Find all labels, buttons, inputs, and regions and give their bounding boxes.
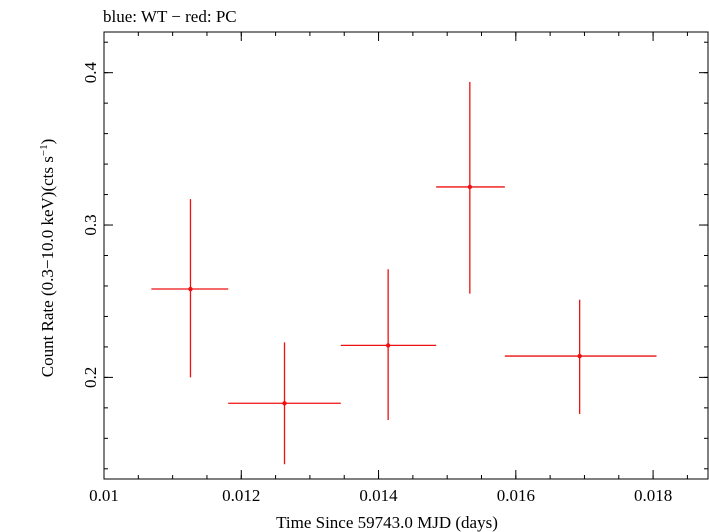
data-marker xyxy=(467,184,473,190)
data-marker xyxy=(188,286,193,292)
data-points xyxy=(151,81,657,465)
y-axis-label-close: ) xyxy=(38,139,57,145)
data-point xyxy=(151,199,229,378)
data-point xyxy=(504,299,657,414)
plot-frame xyxy=(103,31,709,480)
chart-header: blue: WT − red: PC xyxy=(103,7,237,26)
x-tick-label: 0.012 xyxy=(222,486,260,505)
x-tick-label: 0.014 xyxy=(359,486,398,505)
x-tick-label: 0.016 xyxy=(497,486,535,505)
y-tick-label: 0.4 xyxy=(81,62,100,84)
x-tick-label: 0.018 xyxy=(634,486,672,505)
series-pc xyxy=(151,81,657,465)
data-point xyxy=(436,81,505,294)
data-marker xyxy=(577,353,582,359)
data-marker xyxy=(282,401,287,406)
y-axis-label-main: Count Rate (0.3−10.0 keV)(cts s xyxy=(38,156,57,377)
x-axis-ticks: 0.01 0.012 0.014 0.016 0.018 xyxy=(89,32,688,505)
y-axis-ticks: 0.2 0.3 0.4 xyxy=(81,41,708,470)
x-tick-label: 0.01 xyxy=(89,486,119,505)
data-marker xyxy=(385,343,391,348)
data-point xyxy=(340,269,437,421)
data-point xyxy=(228,342,341,465)
y-axis-label: Count Rate (0.3−10.0 keV)(cts s−1) xyxy=(38,139,57,378)
y-tick-label: 0.3 xyxy=(81,214,100,235)
x-axis-label: Time Since 59743.0 MJD (days) xyxy=(276,513,498,532)
y-axis-label-sup: −1 xyxy=(38,144,50,156)
y-tick-label: 0.2 xyxy=(81,367,100,388)
